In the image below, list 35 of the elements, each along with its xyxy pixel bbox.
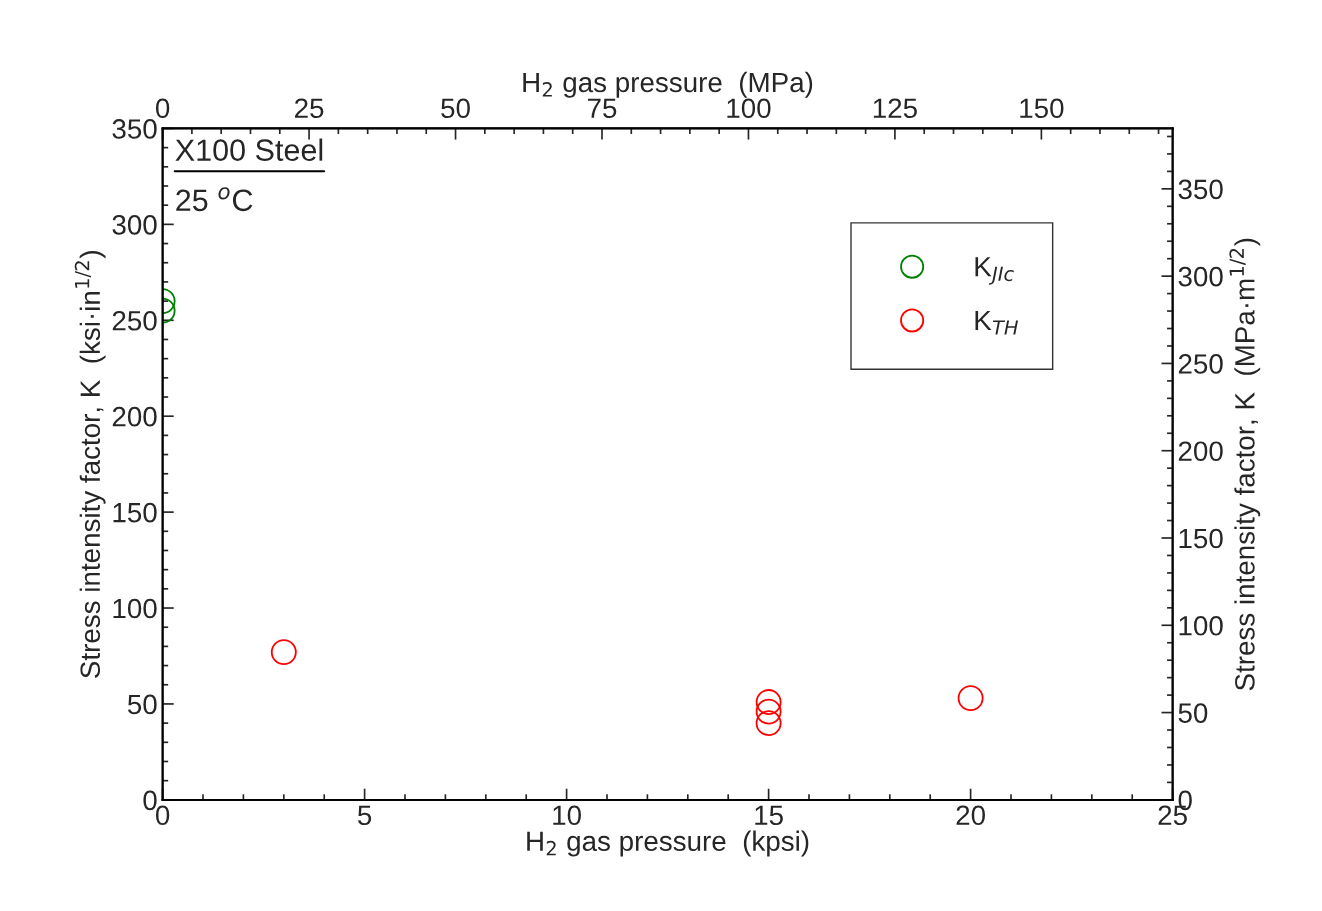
- x2-tick-label: 125: [873, 98, 917, 119]
- y-tick-label: 150: [113, 502, 157, 523]
- annotation: 25 $^{o}$C: [176, 187, 253, 212]
- x2-tick-label: 75: [587, 98, 617, 119]
- y-tick-label: 250: [112, 310, 157, 331]
- x-tick-label: 20: [956, 805, 985, 826]
- x2-tick-label: 50: [441, 98, 470, 119]
- x2-tick-label: 100: [727, 98, 771, 119]
- y2-tick-label: 150: [1179, 528, 1223, 549]
- y-tick-label: 300: [112, 215, 157, 235]
- x-tick-label: 0: [155, 805, 170, 826]
- y-tick-label: 200: [112, 406, 157, 427]
- y-tick-label: 50: [127, 694, 157, 715]
- y2-tick-label: 50: [1178, 703, 1208, 723]
- x-tick-label: 5: [358, 805, 372, 826]
- y2-tick-label: 200: [1178, 441, 1223, 462]
- y2-tick-label: 300: [1178, 266, 1223, 287]
- y-tick-label: 350: [112, 119, 157, 139]
- y2-axis-title: Stress intensity factor, K (MPa·m$^{1/2}$): [1229, 238, 1261, 691]
- y2-tick-label: 100: [1179, 615, 1223, 636]
- legend-label: K$_{TH}$: [975, 310, 1018, 335]
- x-axis-title: H$_{2}$ gas pressure (kpsi): [527, 830, 809, 857]
- y-axis-title: Stress intensity factor, K (ksi·in$^{1/2}$): [74, 251, 106, 678]
- annotation: X100 Steel: [175, 138, 323, 161]
- x2-axis-title: H$_{2}$ gas pressure (MPa): [523, 71, 813, 98]
- x2-tick-label: 0: [155, 98, 170, 119]
- legend-label: K$_{JIc}$: [975, 257, 1014, 285]
- y-tick-label: 0: [143, 790, 157, 811]
- x2-tick-label: 150: [1020, 98, 1064, 119]
- x-tick-label: 15: [755, 805, 783, 826]
- x2-tick-label: 25: [295, 98, 324, 119]
- y2-tick-label: 350: [1178, 179, 1223, 200]
- y-tick-label: 100: [113, 598, 157, 619]
- x-tick-label: 10: [553, 805, 581, 826]
- y2-tick-label: 250: [1178, 354, 1223, 374]
